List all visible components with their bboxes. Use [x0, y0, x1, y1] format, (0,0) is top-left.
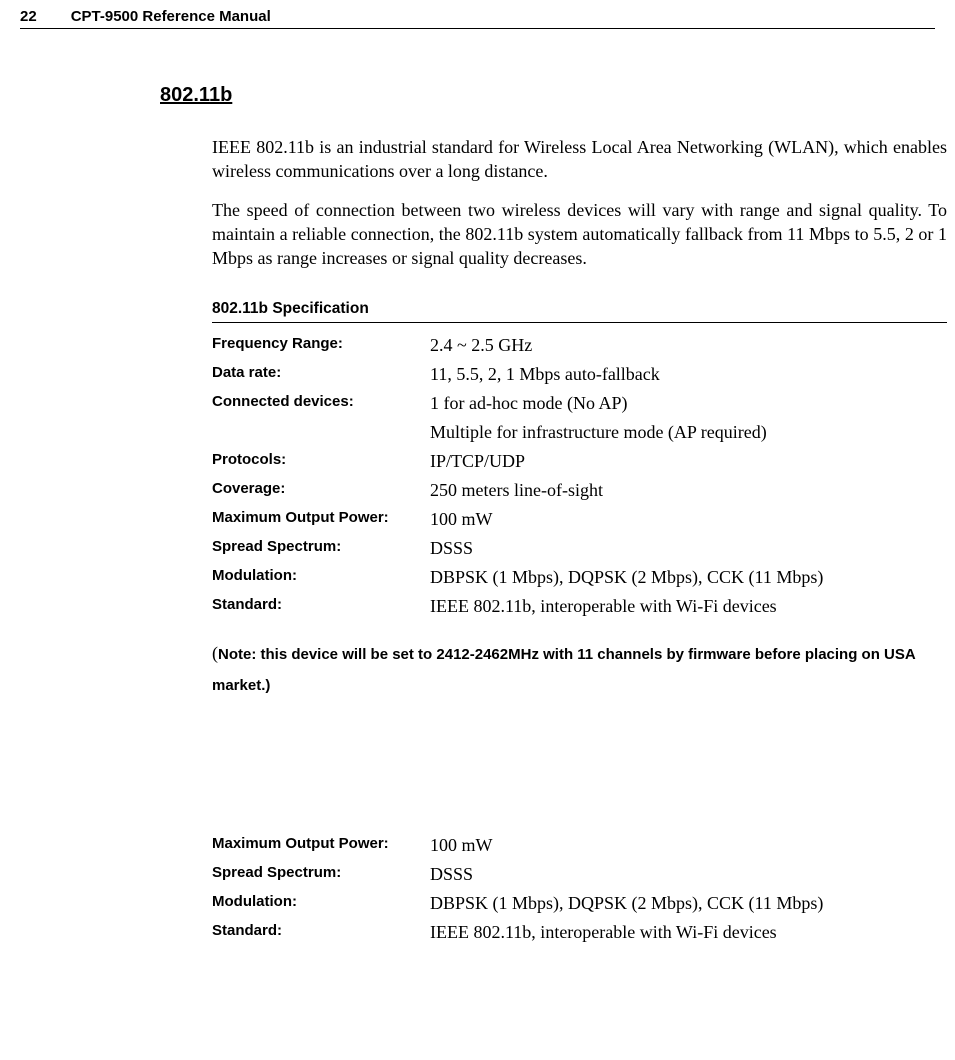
spec-value: 2.4 ~ 2.5 GHz — [430, 335, 532, 356]
spec-row: Maximum Output Power: 100 mW — [212, 505, 947, 534]
manual-title: CPT-9500 Reference Manual — [71, 8, 271, 25]
spec-row: Maximum Output Power: 100 mW — [212, 831, 947, 860]
paragraph-2: The speed of connection between two wire… — [212, 198, 947, 271]
spec-block-2: Maximum Output Power: 100 mW Spread Spec… — [212, 831, 947, 947]
spec-value: IP/TCP/UDP — [430, 451, 525, 472]
spec-row: Connected devices: 1 for ad-hoc mode (No… — [212, 389, 947, 418]
spec-label: Maximum Output Power: — [212, 835, 430, 856]
spec-label: Standard: — [212, 922, 430, 943]
spec-block: 802.11b Specification Frequency Range: 2… — [212, 300, 947, 701]
spec-row: Frequency Range: 2.4 ~ 2.5 GHz — [212, 331, 947, 360]
spec-value: 1 for ad-hoc mode (No AP) — [430, 393, 627, 414]
spec-label — [212, 422, 430, 443]
spec-note: (Note: this device will be set to 2412-2… — [212, 635, 947, 701]
spec-label: Maximum Output Power: — [212, 509, 430, 530]
spec-value: DSSS — [430, 864, 473, 885]
spec-label: Coverage: — [212, 480, 430, 501]
paragraph-1: IEEE 802.11b is an industrial standard f… — [212, 135, 947, 184]
spec-row: Standard: IEEE 802.11b, interoperable wi… — [212, 592, 947, 621]
spec-value: DSSS — [430, 538, 473, 559]
spec-label: Spread Spectrum: — [212, 538, 430, 559]
spec-row: Protocols: IP/TCP/UDP — [212, 447, 947, 476]
spec-label: Standard: — [212, 596, 430, 617]
spec-value: 100 mW — [430, 835, 493, 856]
page: 22 CPT-9500 Reference Manual 802.11b IEE… — [0, 0, 955, 947]
spec-row: Spread Spectrum: DSSS — [212, 860, 947, 889]
spec-row: Multiple for infrastructure mode (AP req… — [212, 418, 947, 447]
spec-value: IEEE 802.11b, interoperable with Wi-Fi d… — [430, 596, 777, 617]
spec-value: 100 mW — [430, 509, 493, 530]
spec-row: Modulation: DBPSK (1 Mbps), DQPSK (2 Mbp… — [212, 563, 947, 592]
spec-row: Coverage: 250 meters line-of-sight — [212, 476, 947, 505]
spec-value: 11, 5.5, 2, 1 Mbps auto-fallback — [430, 364, 660, 385]
spec-label: Spread Spectrum: — [212, 864, 430, 885]
spec-value: 250 meters line-of-sight — [430, 480, 603, 501]
spec-label: Modulation: — [212, 567, 430, 588]
page-number: 22 — [20, 8, 37, 25]
spec-label: Protocols: — [212, 451, 430, 472]
spec-value: DBPSK (1 Mbps), DQPSK (2 Mbps), CCK (11 … — [430, 893, 823, 914]
spec-label: Data rate: — [212, 364, 430, 385]
spec-value: IEEE 802.11b, interoperable with Wi-Fi d… — [430, 922, 777, 943]
spec-label: Connected devices: — [212, 393, 430, 414]
content-area: 802.11b IEEE 802.11b is an industrial st… — [160, 84, 947, 947]
spec-row: Modulation: DBPSK (1 Mbps), DQPSK (2 Mbp… — [212, 889, 947, 918]
spec-label: Frequency Range: — [212, 335, 430, 356]
note-text: Note: this device will be set to 2412-24… — [212, 646, 915, 694]
section-title: 802.11b — [160, 84, 947, 107]
spec-value: Multiple for infrastructure mode (AP req… — [430, 422, 767, 443]
spec-label: Modulation: — [212, 893, 430, 914]
spec-title: 802.11b Specification — [212, 300, 947, 323]
spec-row: Spread Spectrum: DSSS — [212, 534, 947, 563]
spec-row: Standard: IEEE 802.11b, interoperable wi… — [212, 918, 947, 947]
page-header: 22 CPT-9500 Reference Manual — [20, 0, 935, 29]
spec-row: Data rate: 11, 5.5, 2, 1 Mbps auto-fallb… — [212, 360, 947, 389]
spec-value: DBPSK (1 Mbps), DQPSK (2 Mbps), CCK (11 … — [430, 567, 823, 588]
